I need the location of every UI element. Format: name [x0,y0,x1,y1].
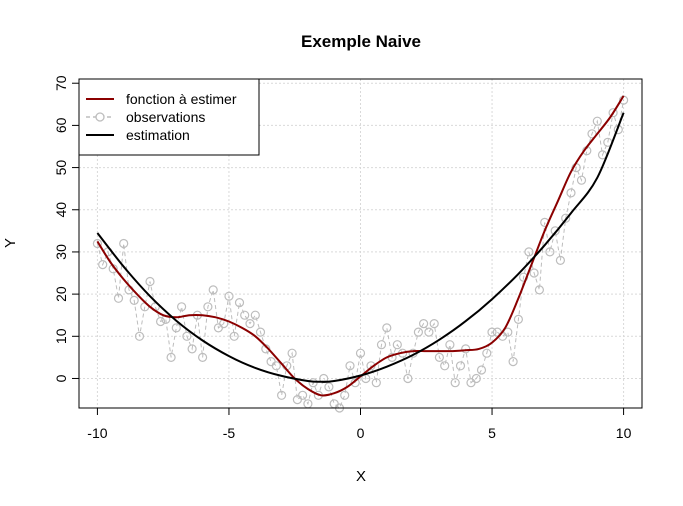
y-tick-label: 0 [53,374,69,382]
observation-point [550,226,560,236]
observation-point [298,390,308,400]
observation-point [482,348,492,358]
observation-point [445,340,455,350]
observation-point [240,310,250,320]
observation-point [545,247,555,257]
observation-point [119,238,129,249]
observation-point [145,276,155,287]
x-tick-label: 10 [616,425,632,441]
observation-point [382,323,392,333]
observation-point [534,285,545,295]
x-tick-label: 5 [488,425,496,441]
observation-point [224,291,234,301]
y-tick-label: 40 [53,202,69,218]
observation-point [113,293,124,303]
observation-point [513,314,524,324]
observation-point [129,295,139,305]
y-axis: 0 10 20 30 40 50 60 70 [53,75,80,382]
observation-point [250,310,260,320]
observation-point [266,357,276,367]
observation-point [229,331,239,341]
observation-point [424,327,434,337]
chart-title: Exemple Naive [301,32,421,51]
observation-point [171,323,181,333]
observation-point [134,331,145,341]
observation-point [245,319,255,329]
x-tick-label: -10 [87,425,107,441]
observation-point [98,260,108,270]
observation-point [166,352,176,362]
observation-point [324,382,334,392]
observation-point [455,361,466,371]
observation-point [592,116,602,126]
y-tick-label: 30 [53,244,69,260]
observation-point [355,348,366,358]
y-tick-label: 70 [53,75,69,91]
observation-point [403,373,413,384]
observation-point [440,361,450,371]
observation-point [187,344,197,354]
observation-point [503,327,513,337]
legend-marker-observations [95,112,105,122]
observation-point [524,247,534,257]
legend-label-estimation: estimation [126,127,190,143]
observation-point [287,348,297,358]
observation-point [345,361,355,371]
observation-point [198,352,208,362]
observation-point [329,399,339,409]
observation-point [576,175,587,185]
observation-point [508,357,518,367]
y-tick-label: 10 [53,328,69,344]
x-axis: -10 -5 0 5 10 [87,407,632,441]
observation-point [208,285,218,295]
observation-point [419,319,429,329]
legend-label-true-function: fonction à estimer [126,91,237,107]
observation-point [487,327,497,337]
x-tick-label: -5 [223,425,236,441]
y-tick-label: 60 [53,117,69,133]
grid [79,79,642,408]
observation-point [203,302,213,312]
observation-point [340,390,350,400]
observation-point [392,340,402,350]
observation-point [92,238,103,249]
observation-point [429,319,439,329]
x-tick-label: 0 [357,425,365,441]
x-axis-label: X [356,468,366,485]
observation-point [450,378,460,388]
observation-point [471,373,481,384]
legend-label-observations: observations [126,109,205,125]
y-tick-label: 20 [53,286,69,302]
observation-point [413,327,423,337]
observation-point [350,378,360,388]
observation-point [371,378,381,388]
observation-point [461,344,471,354]
observation-point [555,255,566,265]
observation-point [608,108,618,118]
observation-point [587,129,597,139]
observation-point [255,327,266,337]
observation-point [376,340,387,350]
observation-point [561,213,571,223]
y-axis-label: Y [2,238,19,248]
observation-point [234,298,245,308]
y-tick-label: 50 [53,160,69,176]
observation-point [271,361,281,371]
estimation-line [96,112,625,383]
observation-point [566,188,576,198]
legend: fonction à estimer observations estimati… [78,78,260,156]
observation-point [182,331,192,341]
observation-point [156,316,166,327]
observation-point [434,352,444,362]
observation-point [277,390,287,400]
observation-point [529,268,539,278]
observation-point [476,365,487,375]
observation-point [177,302,187,312]
